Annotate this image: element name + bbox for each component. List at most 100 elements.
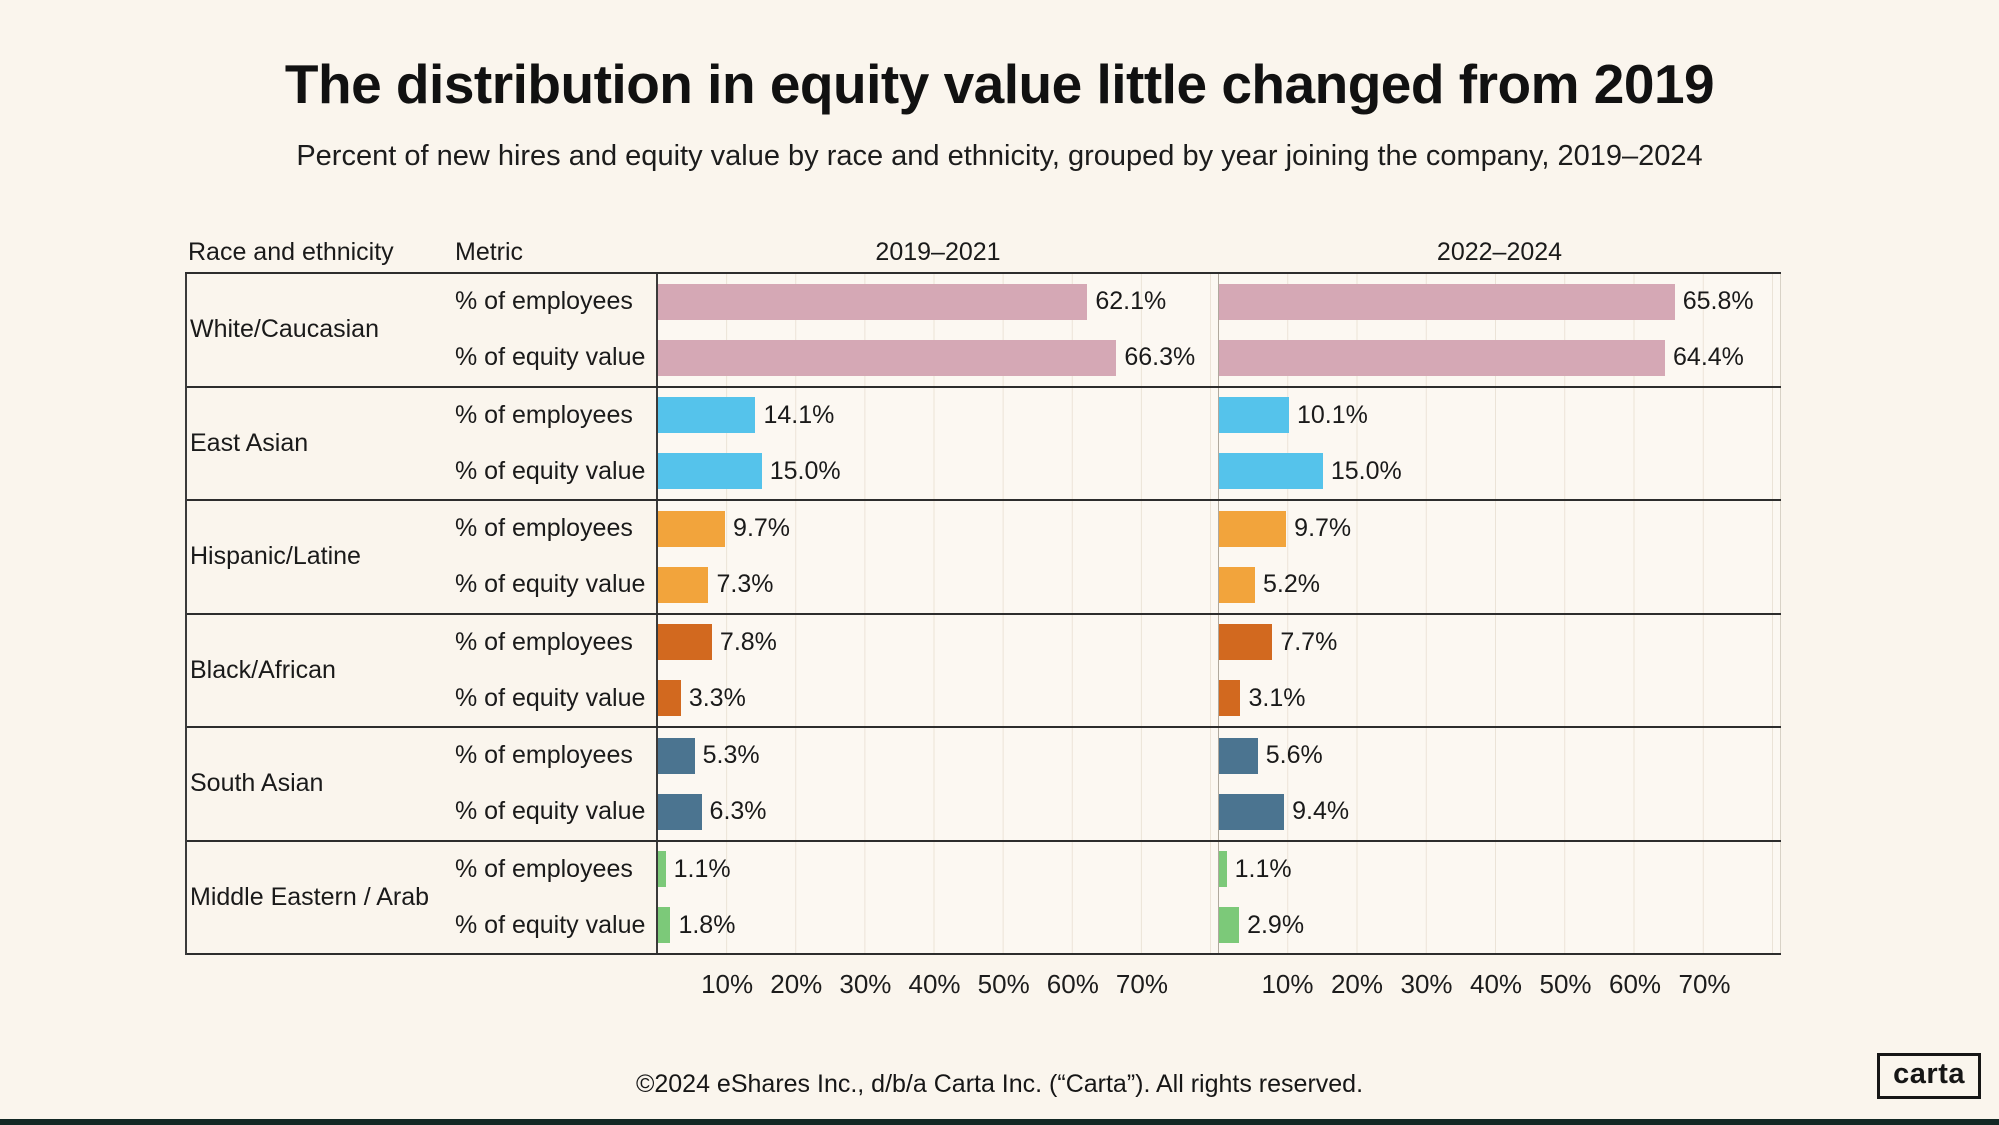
metric-cell: % of employees % of equity value — [440, 501, 658, 613]
bar — [658, 793, 702, 830]
x-tick-label: 50% — [977, 969, 1030, 999]
bar — [1219, 737, 1258, 774]
metric-label: % of employees — [455, 287, 633, 316]
bar — [658, 907, 671, 944]
bar — [658, 680, 681, 717]
x-tick-label: 10% — [701, 969, 754, 999]
bar-row: 15.0% — [1219, 443, 1780, 499]
bar-row: 5.6% — [1219, 728, 1780, 784]
x-tick-label: 40% — [908, 969, 961, 999]
metric-label: % of employees — [455, 741, 633, 770]
metric-cell: % of employees % of equity value — [440, 841, 658, 953]
panel-2019-2021: 5.3% 6.3% — [658, 728, 1218, 840]
bar — [1219, 907, 1240, 944]
bar-row: 5.3% — [658, 728, 1218, 784]
bar-value-label: 7.7% — [1280, 627, 1338, 656]
bar-value-label: 6.3% — [709, 797, 767, 826]
bar-row: 3.3% — [658, 670, 1218, 726]
x-tick-label: 40% — [1469, 969, 1523, 999]
race-label: Black/African — [190, 655, 336, 684]
bar-value-label: 5.3% — [702, 741, 760, 770]
bar-value-label: 7.3% — [716, 570, 774, 599]
table-body: White/Caucasian % of employees % of equi… — [185, 274, 1781, 955]
table-row: Middle Eastern / Arab % of employees % o… — [187, 841, 1781, 955]
bar-row: 6.3% — [658, 784, 1218, 840]
table-row: Hispanic/Latine % of employees % of equi… — [187, 501, 1781, 615]
metric-label: % of employees — [455, 854, 633, 883]
bar-row: 15.0% — [658, 443, 1218, 499]
bar — [658, 510, 726, 547]
panel-2022-2024: 1.1% 2.9% — [1218, 841, 1781, 953]
bar — [1219, 510, 1287, 547]
bar-row: 62.1% — [658, 274, 1218, 330]
x-tick-label: 70% — [1115, 969, 1168, 999]
x-tick-label: 60% — [1046, 969, 1099, 999]
table-row: East Asian % of employees % of equity va… — [187, 387, 1781, 501]
x-tick-label: 20% — [770, 969, 823, 999]
bar — [1219, 793, 1285, 830]
bar — [1219, 851, 1227, 888]
bar-value-label: 9.7% — [733, 514, 791, 543]
bar-value-label: 15.0% — [1330, 456, 1402, 485]
bar-row: 5.2% — [1219, 557, 1780, 613]
bar-value-label: 3.1% — [1248, 683, 1306, 712]
panel-2022-2024: 65.8% 64.4% — [1218, 274, 1781, 386]
bar — [658, 624, 712, 661]
bar-value-label: 2.9% — [1247, 910, 1305, 939]
metric-label: % of equity value — [455, 797, 646, 826]
bar — [1219, 680, 1241, 717]
carta-logo: carta — [1877, 1053, 1981, 1099]
bar-row: 9.7% — [1219, 501, 1780, 557]
bar-row: 1.1% — [1219, 842, 1780, 898]
bar — [658, 339, 1117, 376]
bar — [1219, 397, 1289, 434]
bar-row: 10.1% — [1219, 388, 1780, 444]
bar-row: 7.7% — [1219, 615, 1780, 671]
x-tick-label: 60% — [1609, 969, 1662, 999]
page-title: The distribution in equity value little … — [284, 53, 1715, 115]
axis-ticks: 10% 20% 30% 40% 50% 60% 70% — [658, 955, 1218, 1007]
metric-label: % of employees — [455, 400, 633, 429]
panel-2019-2021: 62.1% 66.3% — [658, 274, 1218, 386]
metric-label: % of employees — [455, 514, 633, 543]
race-label: South Asian — [190, 769, 324, 798]
bar-value-label: 15.0% — [769, 456, 841, 485]
metric-label: % of equity value — [455, 683, 646, 712]
metric-label: % of employees — [455, 627, 633, 656]
bar-row: 3.1% — [1219, 670, 1780, 726]
axis-spacer — [185, 955, 440, 1007]
panel-2019-2021: 7.8% 3.3% — [658, 614, 1218, 726]
bar-row: 9.7% — [658, 501, 1218, 557]
axis-ticks: 10% 20% 30% 40% 50% 60% 70% — [1218, 955, 1781, 1007]
panel-2022-2024: 5.6% 9.4% — [1218, 728, 1781, 840]
bar — [658, 453, 762, 490]
bar-value-label: 5.6% — [1265, 741, 1323, 770]
copyright-note: ©2024 eShares Inc., d/b/a Carta Inc. (“C… — [635, 1070, 1364, 1098]
panel-2019-2021: 9.7% 7.3% — [658, 501, 1218, 613]
bar — [1219, 283, 1675, 320]
bar-value-label: 9.7% — [1294, 514, 1352, 543]
x-tick-label: 30% — [839, 969, 892, 999]
panel-2022-2024: 7.7% 3.1% — [1218, 614, 1781, 726]
metric-cell: % of employees % of equity value — [440, 728, 658, 840]
bar — [1219, 624, 1273, 661]
table-row: White/Caucasian % of employees % of equi… — [187, 274, 1781, 388]
race-label: Middle Eastern / Arab — [190, 882, 430, 911]
bar-value-label: 62.1% — [1095, 287, 1167, 316]
metric-cell: % of employees % of equity value — [440, 274, 658, 386]
bar — [1219, 453, 1323, 490]
bar-row: 9.4% — [1219, 784, 1780, 840]
x-tick-label: 30% — [1400, 969, 1453, 999]
page-subtitle: Percent of new hires and equity value by… — [296, 140, 1703, 172]
metric-cell: % of employees % of equity value — [440, 614, 658, 726]
race-column-header: Race and ethnicity — [188, 238, 394, 266]
bar-row: 2.9% — [1219, 897, 1780, 953]
metric-label: % of equity value — [455, 570, 646, 599]
bar-value-label: 64.4% — [1673, 343, 1744, 372]
bar-row: 1.1% — [658, 842, 1218, 898]
axis-row: 10% 20% 30% 40% 50% 60% 70% 10% 20% 30% 40% 50% 60%… — [185, 955, 1781, 1007]
bar-value-label: 1.1% — [1234, 854, 1292, 883]
panel-2022-2024: 9.7% 5.2% — [1218, 501, 1781, 613]
metric-cell: % of employees % of equity value — [440, 387, 658, 499]
